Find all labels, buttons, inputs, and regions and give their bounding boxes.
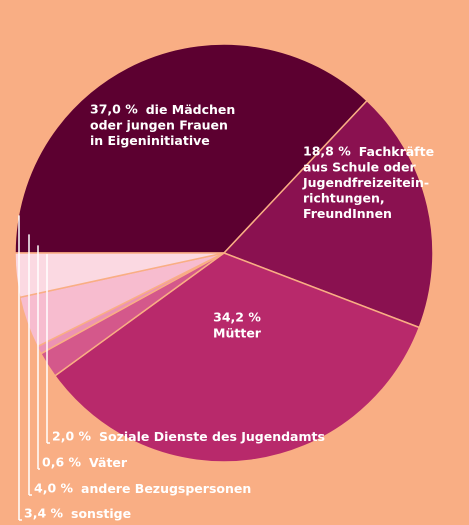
label-line: die Mädchen [146, 102, 236, 117]
value-label: 34,2 % [213, 310, 261, 325]
pie-slice [53, 252, 421, 463]
value-label: 2,0 % [52, 429, 91, 444]
category-label: andere Bezugspersonen [81, 481, 251, 496]
category-label: Väter [89, 455, 128, 470]
label-line: Väter [89, 455, 128, 470]
label-line: richtungen, [303, 190, 385, 205]
label-line: Jugendfreizeitein- [302, 175, 429, 190]
category-label: sonstige [71, 506, 131, 521]
label-line: aus Schule oder [303, 159, 416, 174]
category-label: Mütter [213, 325, 262, 340]
value-label: 3,4 % [24, 506, 63, 521]
value-label: 0,6 % [42, 455, 81, 470]
pie-slice [222, 99, 434, 329]
label-line: Mütter [213, 325, 262, 340]
label-line: sonstige [71, 506, 131, 521]
category-label: die Mädchen oder jungen Frauen in Eigenini… [90, 102, 235, 148]
label-line: Fachkräfte [359, 144, 434, 159]
label-line: Soziale Dienste des Jugendamts [99, 429, 325, 444]
value-label: 4,0 % [34, 481, 73, 496]
label-line: andere Bezugspersonen [81, 481, 251, 496]
value-label: 18,8 % [303, 144, 351, 159]
value-label: 37,0 % [90, 102, 138, 117]
category-label: Soziale Dienste des Jugendamts [99, 429, 325, 444]
label-line: FreundInnen [303, 206, 392, 221]
label-line: in Eigeninitiative [90, 133, 210, 148]
category-label: Fachkräfte aus Schule oder Jugendfreizeite… [302, 144, 434, 221]
pie-slice [14, 43, 369, 254]
label-line: oder jungen Frauen [90, 117, 228, 132]
